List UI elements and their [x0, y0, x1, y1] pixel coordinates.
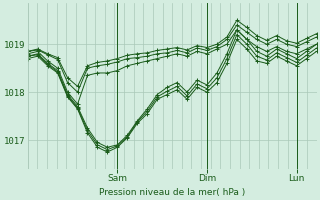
- X-axis label: Pression niveau de la mer( hPa ): Pression niveau de la mer( hPa ): [99, 188, 245, 197]
